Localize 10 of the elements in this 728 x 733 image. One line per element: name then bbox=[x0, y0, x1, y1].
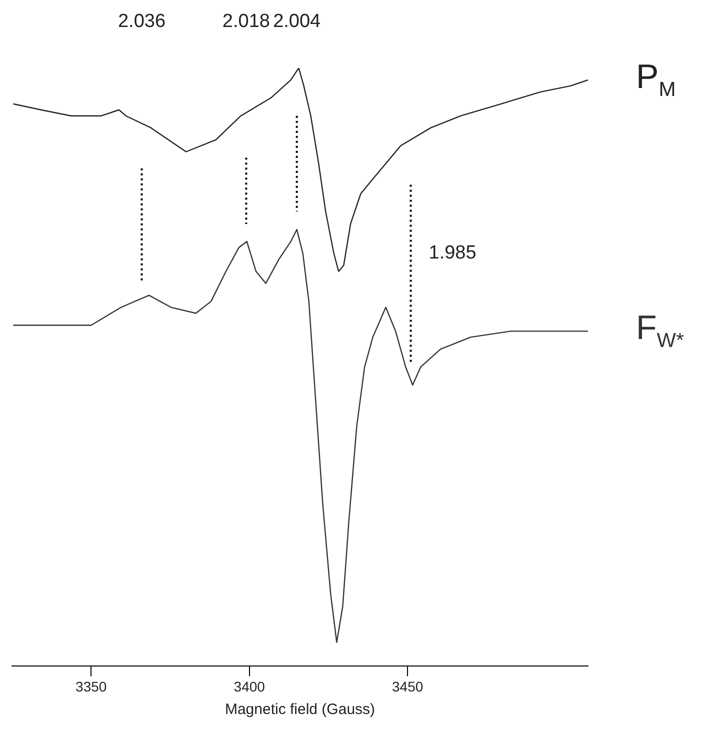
series-label: P$_{M}$ bbox=[636, 58, 676, 102]
x-tick-label: 3450 bbox=[392, 678, 424, 694]
x-tick-label: 3350 bbox=[76, 678, 107, 694]
text: 2.018 bbox=[222, 11, 270, 32]
x-axis-title: Magnetic field (Gauss) bbox=[224, 701, 376, 718]
x-tick-label: 3400 bbox=[234, 678, 266, 694]
annotation: 1.985 bbox=[428, 242, 476, 264]
text: 2.004 bbox=[273, 11, 322, 32]
text: 2.036 bbox=[118, 11, 166, 32]
series-label: F$_{W*}$ bbox=[636, 309, 684, 354]
